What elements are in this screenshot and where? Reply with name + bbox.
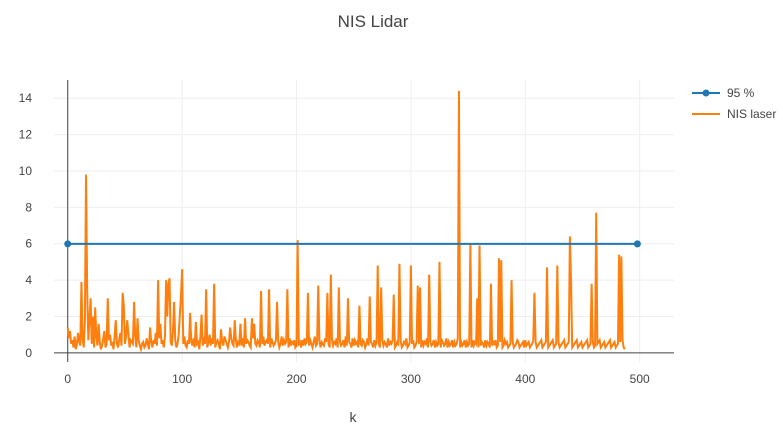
y-tick-label: 10 xyxy=(19,164,33,178)
x-axis-title: k xyxy=(350,409,358,425)
legend-marker xyxy=(702,89,710,97)
legend-item[interactable]: NIS laser xyxy=(692,107,776,121)
x-tick-label: 100 xyxy=(172,372,192,386)
series-point-95-percent xyxy=(633,240,641,248)
x-tick-label: 0 xyxy=(64,372,71,386)
x-tick-label: 500 xyxy=(630,372,650,386)
y-tick-label: 8 xyxy=(25,200,32,214)
y-tick-label: 4 xyxy=(25,273,32,287)
tick-labels: 0 2 4 6 8 10 12 14 0 100 200 300 400 500 xyxy=(19,91,650,386)
series-line-nis-laser xyxy=(66,90,626,354)
y-tick-label: 14 xyxy=(19,91,33,105)
x-tick-label: 200 xyxy=(286,372,306,386)
x-tick-label: 400 xyxy=(515,372,535,386)
plot-area xyxy=(64,90,641,354)
gridlines xyxy=(54,80,674,362)
y-tick-label: 0 xyxy=(25,346,32,360)
legend[interactable]: 95 % NIS laser xyxy=(692,86,776,121)
y-tick-label: 2 xyxy=(25,310,32,324)
legend-label: NIS laser xyxy=(727,107,776,121)
chart-title: NIS Lidar xyxy=(338,12,409,31)
legend-label: 95 % xyxy=(727,86,755,100)
legend-item[interactable]: 95 % xyxy=(692,86,755,100)
series-point-95-percent xyxy=(64,240,72,248)
x-tick-label: 300 xyxy=(401,372,421,386)
y-tick-label: 6 xyxy=(25,237,32,251)
y-tick-label: 12 xyxy=(19,128,33,142)
